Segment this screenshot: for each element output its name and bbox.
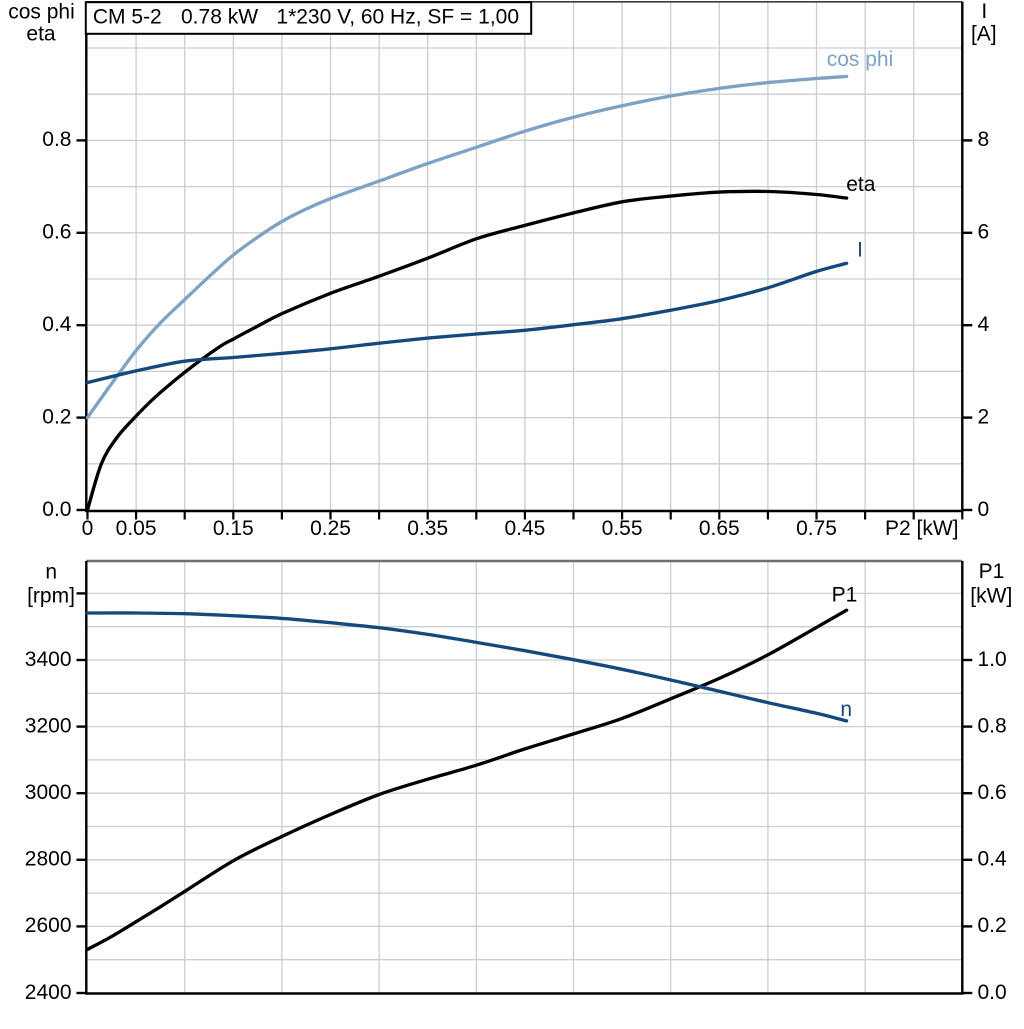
svg-text:8: 8 — [978, 128, 990, 151]
svg-text:0.25: 0.25 — [310, 517, 351, 540]
svg-text:0.4: 0.4 — [42, 313, 72, 336]
svg-text:2: 2 — [978, 405, 990, 428]
svg-text:0.35: 0.35 — [407, 517, 448, 540]
svg-text:n: n — [840, 698, 852, 721]
svg-text:0.0: 0.0 — [42, 498, 71, 521]
svg-text:2600: 2600 — [25, 914, 72, 937]
svg-text:n: n — [45, 561, 57, 584]
svg-text:0: 0 — [82, 517, 94, 540]
svg-text:[kW]: [kW] — [970, 585, 1012, 608]
svg-text:0.4: 0.4 — [978, 848, 1008, 871]
svg-text:3400: 3400 — [25, 648, 72, 671]
svg-text:P1: P1 — [832, 584, 858, 607]
svg-text:6: 6 — [978, 221, 990, 244]
svg-text:0.75: 0.75 — [796, 517, 837, 540]
svg-text:3000: 3000 — [25, 781, 72, 804]
svg-text:0.0: 0.0 — [978, 981, 1007, 1004]
svg-text:0.65: 0.65 — [699, 517, 740, 540]
svg-text:P2 [kW]: P2 [kW] — [885, 517, 959, 540]
svg-text:2400: 2400 — [25, 981, 72, 1004]
svg-text:0.05: 0.05 — [116, 517, 157, 540]
svg-text:I: I — [981, 0, 987, 23]
svg-text:0.55: 0.55 — [602, 517, 643, 540]
svg-text:P1: P1 — [979, 560, 1005, 583]
svg-text:1.0: 1.0 — [978, 648, 1007, 671]
svg-text:1*230 V, 60 Hz, SF = 1,00: 1*230 V, 60 Hz, SF = 1,00 — [276, 5, 519, 28]
svg-text:0.2: 0.2 — [42, 405, 71, 428]
svg-text:cos phi: cos phi — [8, 0, 75, 23]
svg-text:3200: 3200 — [25, 714, 72, 737]
svg-text:eta: eta — [846, 173, 876, 196]
svg-text:[rpm]: [rpm] — [27, 585, 75, 608]
svg-text:0.6: 0.6 — [42, 221, 71, 244]
svg-text:0.15: 0.15 — [213, 517, 254, 540]
svg-text:eta: eta — [26, 22, 56, 45]
svg-text:0.8: 0.8 — [42, 128, 71, 151]
svg-text:CM 5-2: CM 5-2 — [93, 5, 162, 28]
svg-text:0.78 kW: 0.78 kW — [181, 5, 258, 28]
svg-text:0.2: 0.2 — [978, 914, 1007, 937]
svg-text:0.8: 0.8 — [978, 714, 1007, 737]
svg-text:cos phi: cos phi — [827, 48, 894, 71]
svg-text:0.45: 0.45 — [504, 517, 545, 540]
svg-text:I: I — [857, 239, 863, 262]
svg-text:0.6: 0.6 — [978, 781, 1007, 804]
svg-text:2800: 2800 — [25, 848, 72, 871]
svg-text:[A]: [A] — [971, 22, 997, 45]
svg-text:0: 0 — [978, 498, 990, 521]
svg-text:4: 4 — [978, 313, 990, 336]
